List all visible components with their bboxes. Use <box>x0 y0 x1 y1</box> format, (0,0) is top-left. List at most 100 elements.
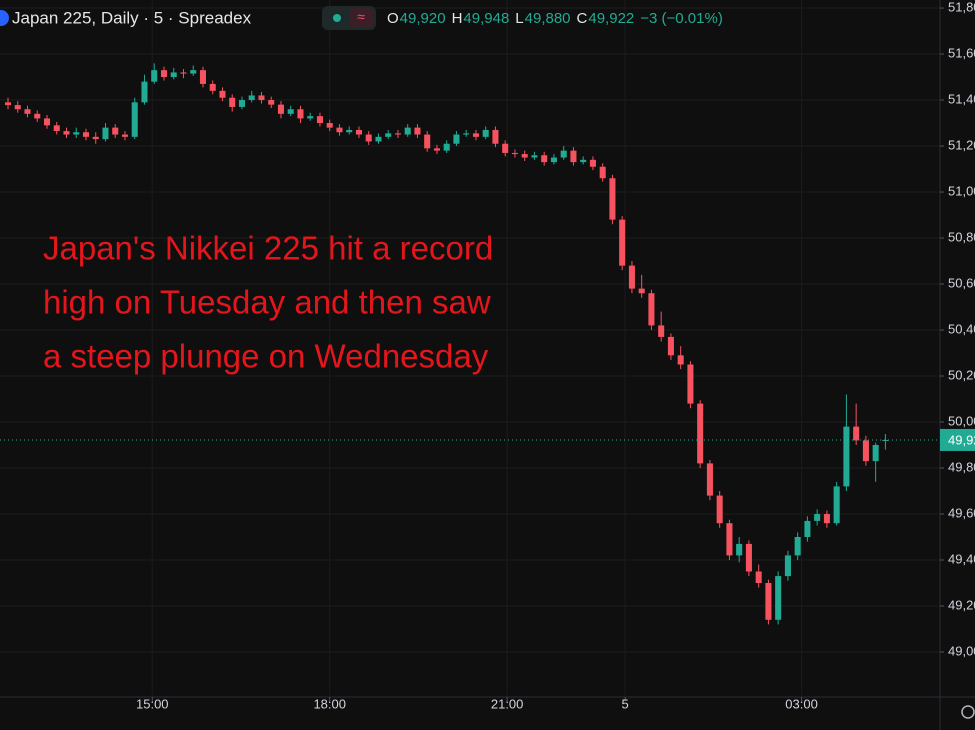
candle-body <box>14 105 21 110</box>
candle-body <box>141 81 148 103</box>
candle-body <box>472 133 479 137</box>
candle-body <box>219 90 226 98</box>
annotation-line: Japan's Nikkei 225 hit a record <box>43 230 493 267</box>
candle-body <box>638 288 645 294</box>
candle-body <box>697 403 704 464</box>
y-tick-label: 49,400 <box>948 551 975 566</box>
x-tick-label: 21:00 <box>491 696 524 711</box>
candle-body <box>599 166 606 179</box>
candle-body <box>687 364 694 404</box>
ohlc-value: 49,922 <box>588 10 634 27</box>
candle-body <box>414 127 421 135</box>
y-tick-label: 51,200 <box>948 137 975 152</box>
candle-body <box>784 555 791 577</box>
y-tick-label: 51,000 <box>948 183 975 198</box>
last-price: 49,922 <box>0 428 975 451</box>
candle-body <box>433 148 440 151</box>
candle-body <box>34 113 41 119</box>
candle-body <box>823 514 830 524</box>
x-tick-label: 03:00 <box>785 696 818 711</box>
candles <box>4 63 889 625</box>
candle-body <box>24 109 31 114</box>
candle-body <box>248 95 255 101</box>
candle-body <box>648 293 655 326</box>
candle-body <box>424 134 431 149</box>
data-status-icon: ≈ <box>357 9 365 25</box>
grid <box>0 0 940 695</box>
candle-body <box>580 159 587 163</box>
candle-body <box>736 543 743 556</box>
candle-body <box>229 97 236 107</box>
candle-body <box>804 520 811 538</box>
y-tick-label: 49,600 <box>948 505 975 520</box>
ohlc-key: H <box>452 10 463 27</box>
annotation: Japan's Nikkei 225 hit a record high on T… <box>43 230 493 375</box>
candle-body <box>550 157 557 163</box>
candle-body <box>716 495 723 524</box>
candle-body <box>619 219 626 266</box>
candle-body <box>531 155 538 158</box>
candle-body <box>394 133 401 135</box>
annotation-line: a steep plunge on Wednesday <box>43 338 489 375</box>
ohlc-value: 49,920 <box>400 10 446 27</box>
y-tick-label: 49,800 <box>948 459 975 474</box>
candle-body <box>872 445 879 462</box>
candle-body <box>268 100 275 105</box>
symbol-title[interactable]: Japan 225, Daily · 5 · Spreadex <box>12 8 252 27</box>
ohlc-key: O <box>387 10 399 27</box>
legend: Japan 225, Daily · 5 · Spreadex ≈ O 49,92… <box>0 6 723 30</box>
candle-body <box>307 116 314 119</box>
x-tick-label: 18:00 <box>313 696 346 711</box>
candle-body <box>404 127 411 135</box>
candle-body <box>745 543 752 572</box>
candle-body <box>297 109 304 119</box>
candle-body <box>843 426 850 487</box>
candle-body <box>258 95 265 101</box>
y-tick-label: 50,400 <box>948 321 975 336</box>
candle-body <box>199 70 206 84</box>
candle-body <box>463 133 470 135</box>
candle-body <box>765 582 772 620</box>
candle-body <box>521 154 528 158</box>
candle-body <box>492 129 499 144</box>
data-status <box>349 8 373 28</box>
candle-body <box>726 523 733 556</box>
candle-body <box>755 571 762 583</box>
candle-body <box>589 159 596 167</box>
candle-body <box>209 83 216 91</box>
candle-body <box>190 70 197 74</box>
candle-body <box>112 127 119 135</box>
candle-body <box>482 129 489 137</box>
candle-body <box>375 136 382 142</box>
candle-body <box>43 118 51 126</box>
candle-body <box>316 116 323 124</box>
y-tick-label: 51,800 <box>948 0 975 14</box>
candle-body <box>92 136 99 140</box>
candle-body <box>73 132 80 135</box>
price-axis: 49,000 49,200 49,400 49,600 49,800 50,000 50,2… <box>940 0 975 658</box>
candle-body <box>131 102 138 137</box>
ohlc-key: L <box>515 10 523 27</box>
candle-body <box>833 486 840 524</box>
candle-body <box>180 72 187 74</box>
candle-body <box>326 123 333 128</box>
change-value: −3 (−0.01%) <box>640 10 723 27</box>
candle-body <box>570 150 577 163</box>
candle-body <box>853 426 860 441</box>
candle-body <box>667 336 674 356</box>
candle-body <box>511 152 518 155</box>
x-tick-label: 5 <box>621 696 628 711</box>
y-tick-label: 49,200 <box>948 597 975 612</box>
settings-icon[interactable] <box>961 705 975 719</box>
candle-body <box>346 129 353 133</box>
candle-body <box>453 134 460 144</box>
time-axis: 15:00 18:00 21:00 5 03:00 <box>136 696 818 711</box>
candle-body <box>541 155 548 163</box>
candle-body <box>336 127 343 133</box>
candle-body <box>238 100 245 107</box>
annotation-line: high on Tuesday and then saw <box>43 284 491 321</box>
y-tick-label: 50,000 <box>948 413 975 428</box>
